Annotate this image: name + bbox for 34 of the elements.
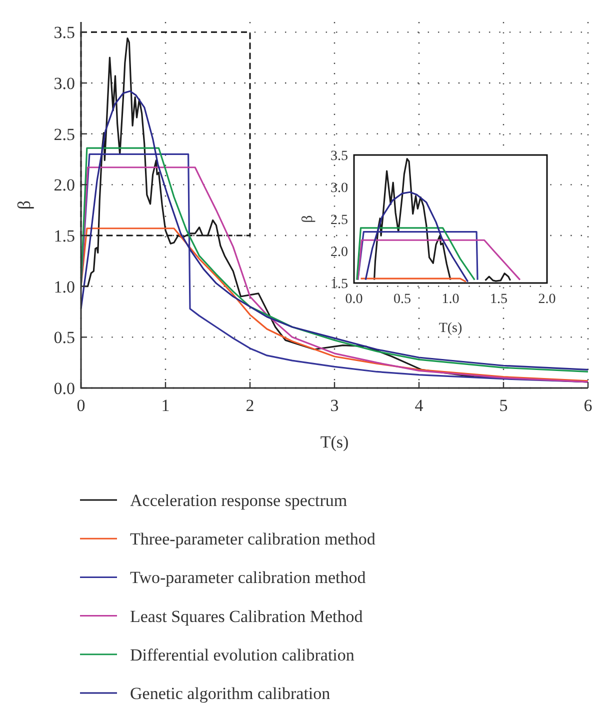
y-tick-label: 1.5 (54, 226, 75, 246)
x-tick-label: 1.5 (490, 292, 508, 307)
x-tick-label: 0 (76, 396, 86, 415)
x-tick-label: 6 (584, 396, 592, 415)
x-tick-label: 2.0 (538, 292, 556, 307)
legend-label: Three-parameter calibration method (130, 530, 376, 549)
y-tick-label: 2.0 (54, 176, 75, 195)
x-tick-label: 3 (330, 396, 339, 415)
y-axis-title: β (300, 215, 316, 223)
x-tick-label: 2 (246, 396, 254, 415)
legend-label: Acceleration response spectrum (130, 491, 348, 510)
y-tick-label: 3.5 (330, 148, 348, 164)
x-tick-label: 5 (499, 396, 508, 415)
y-tick-label: 1.5 (330, 276, 348, 292)
x-axis-title: T(s) (438, 321, 462, 336)
x-tick-label: 0.5 (394, 292, 411, 307)
y-tick-label: 3.0 (54, 74, 75, 93)
legend-label: Genetic algorithm calibration (130, 684, 331, 703)
y-tick-label: 3.0 (330, 180, 348, 196)
x-axis-title: T(s) (320, 432, 349, 452)
x-tick-label: 1 (161, 396, 170, 415)
y-tick-label: 0.5 (54, 328, 75, 348)
x-tick-label: 1.0 (442, 292, 460, 307)
x-tick-label: 4 (414, 396, 424, 415)
y-axis-title: β (14, 200, 34, 210)
legend-label: Differential evolution calibration (130, 645, 355, 664)
legend-label: Least Squares Calibration Method (130, 606, 364, 626)
y-tick-label: 2.5 (330, 212, 348, 228)
y-tick-label: 2.0 (330, 244, 348, 260)
y-tick-label: 2.5 (54, 124, 75, 144)
x-tick-label: 0.0 (345, 292, 363, 307)
legend-label: Two-parameter calibration method (130, 568, 366, 588)
y-tick-label: 0.0 (54, 378, 75, 398)
y-tick-label: 3.5 (54, 23, 75, 42)
